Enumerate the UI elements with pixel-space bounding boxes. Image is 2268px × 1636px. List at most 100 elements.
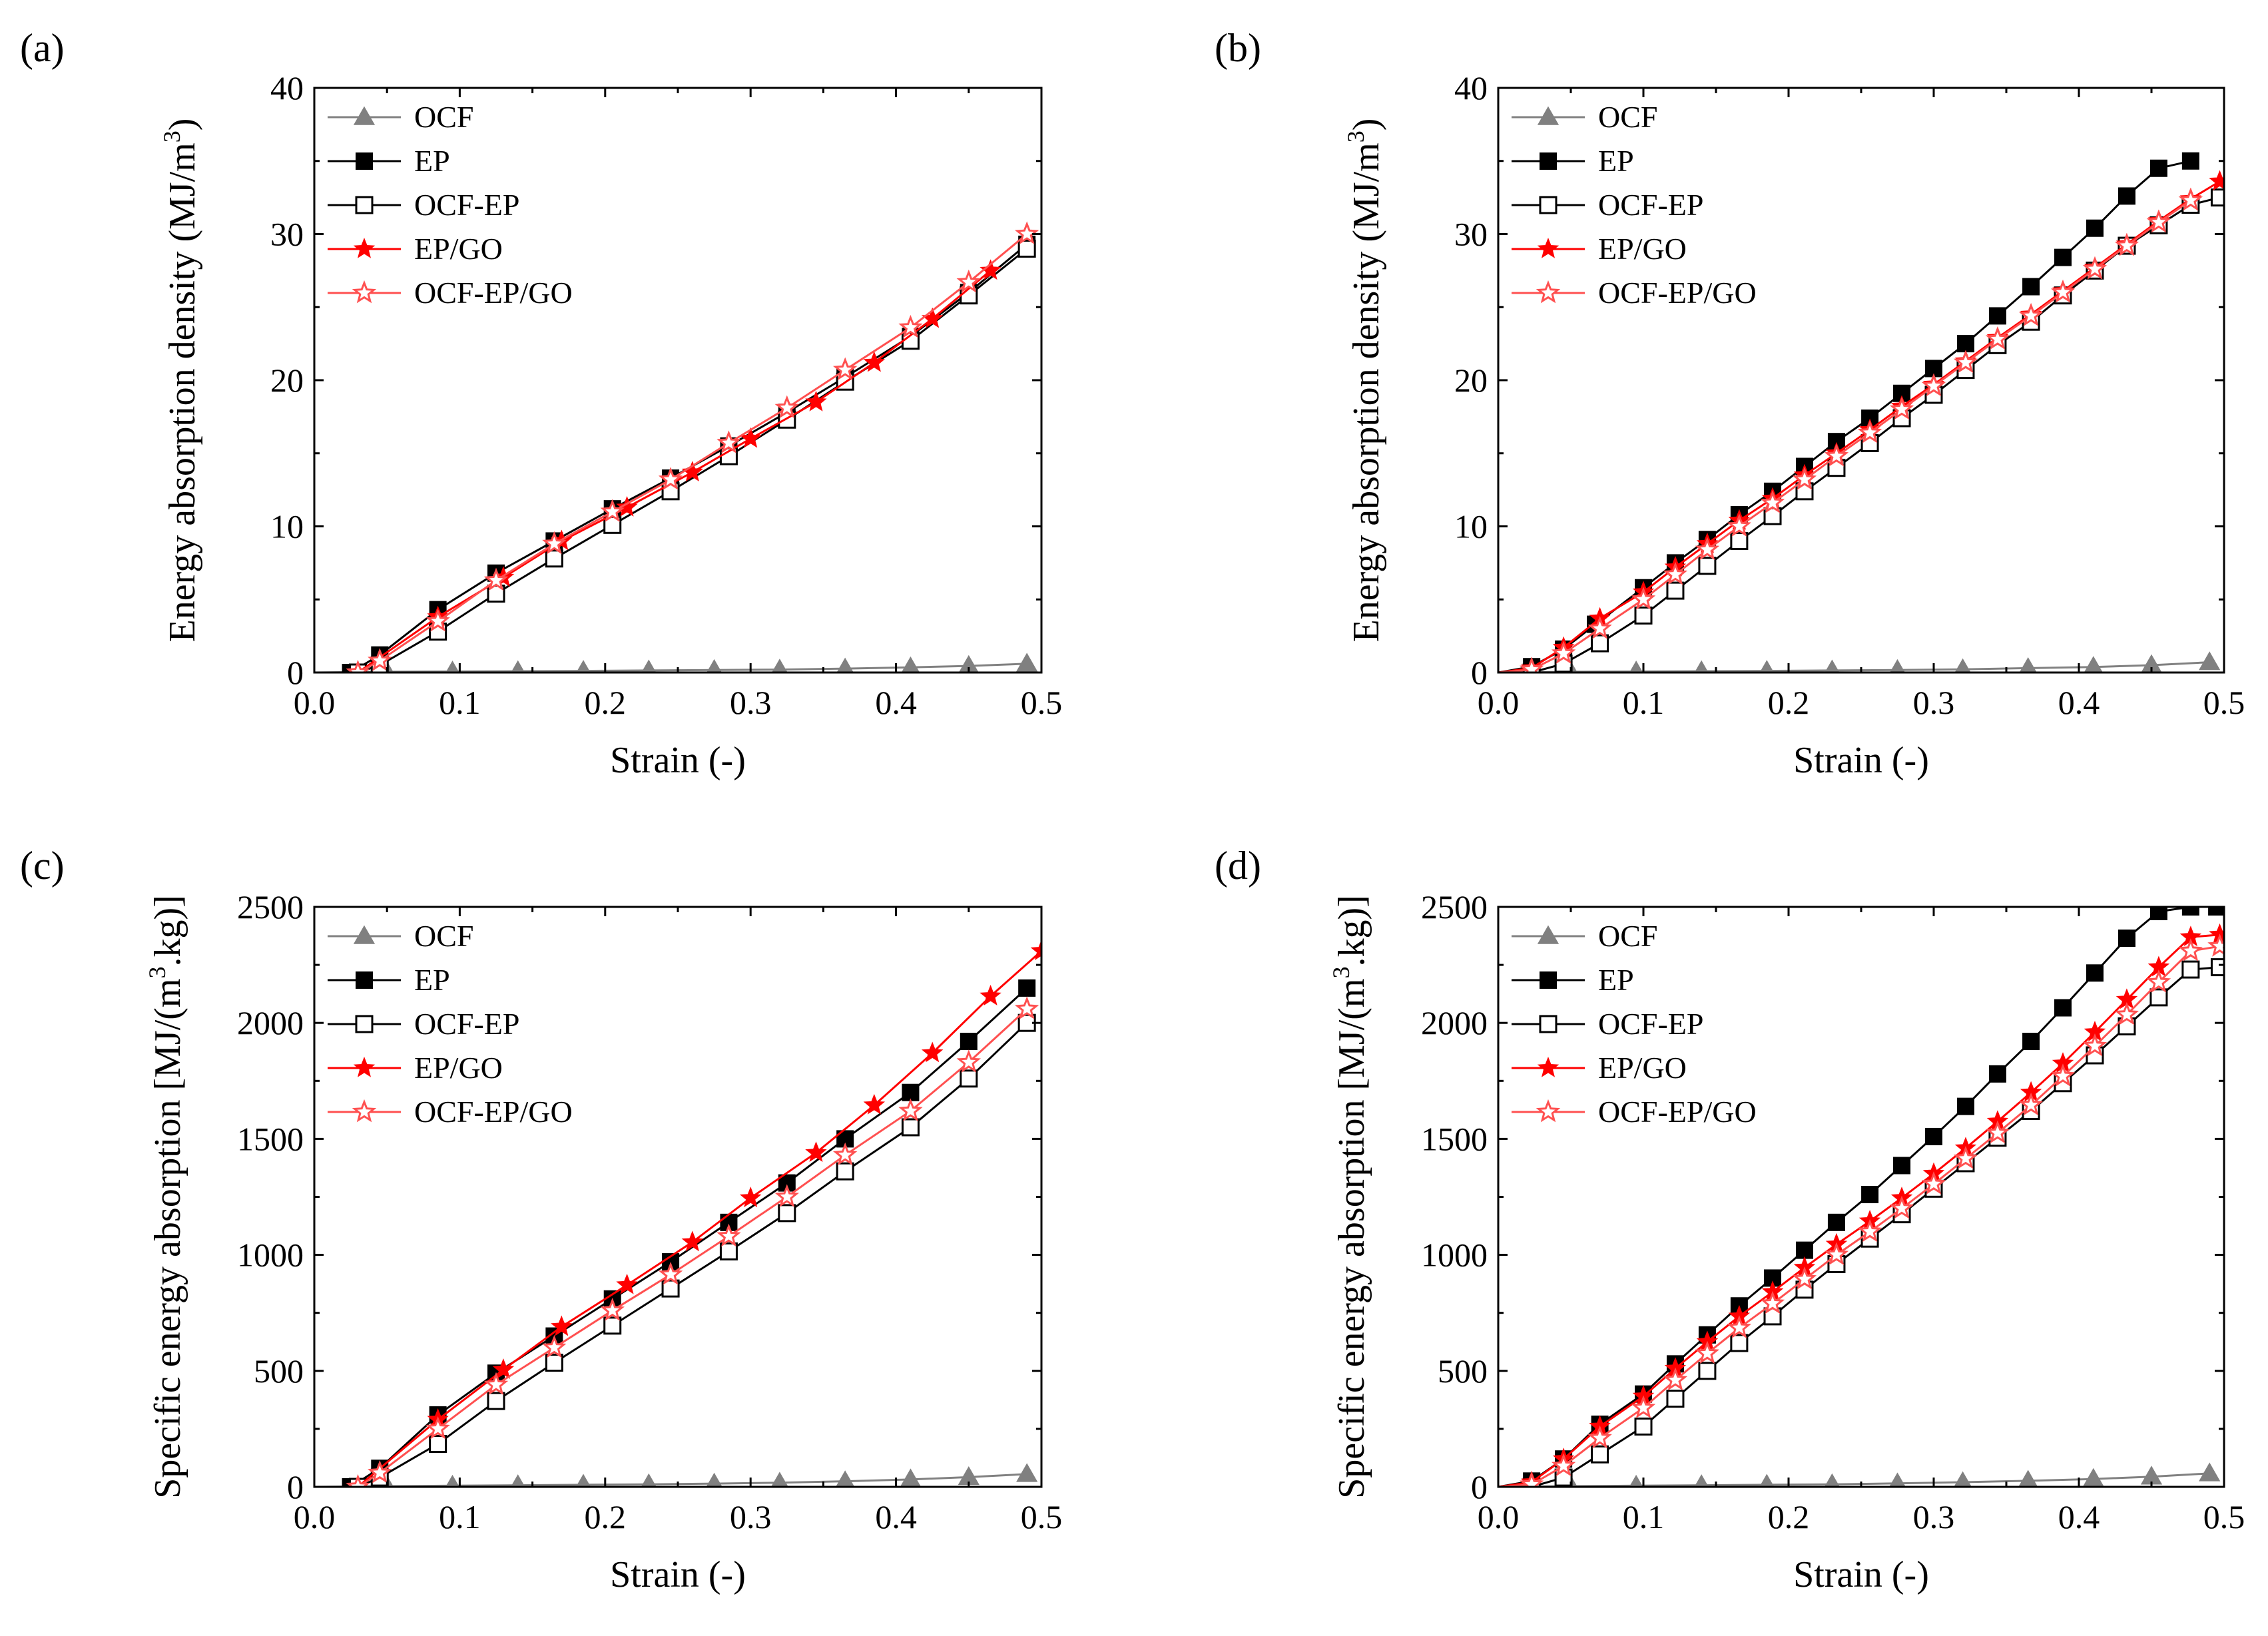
data-point <box>739 427 762 448</box>
data-point <box>1985 1120 2010 1144</box>
data-point <box>542 531 567 555</box>
data-point <box>616 495 638 517</box>
x-tick-label: 0.0 <box>1478 684 1520 721</box>
data-point <box>1698 557 1717 575</box>
data-point <box>2149 159 2167 177</box>
data-point <box>1759 660 1775 673</box>
data-point <box>2084 656 2103 673</box>
series-ocf-ep-go <box>1498 934 2224 1487</box>
data-point <box>2118 930 2135 948</box>
data-point <box>1694 1474 1709 1487</box>
data-point <box>2018 1470 2038 1487</box>
legend-label: OCF <box>414 919 473 953</box>
data-point <box>2019 657 2037 673</box>
panel-c: (c) 0.0 0.1 0.2 0.3 0.4 0.5 0 500 1000 1500 2000 250… <box>20 844 1062 1595</box>
y-axis-title-main: Energy absorption density (MJ/m <box>1346 142 1387 642</box>
x-axis-title: Strain (-) <box>610 740 746 781</box>
data-point <box>445 661 459 673</box>
data-point <box>1551 641 1576 664</box>
legend: OCF EP OCF-EP EP/GO OCF-EP/GO <box>328 100 573 310</box>
y-tick-label: 2000 <box>1421 1004 1488 1041</box>
data-point <box>1017 239 1036 258</box>
legend-marker <box>1537 925 1559 944</box>
data-point <box>2086 219 2104 237</box>
y-tick-label: 1000 <box>1421 1236 1488 1274</box>
y-tick-label: 20 <box>1454 362 1488 399</box>
data-point <box>1519 657 1544 673</box>
data-point <box>898 1098 923 1122</box>
legend-marker <box>353 237 376 258</box>
data-point <box>980 985 1001 1005</box>
legend-marker <box>352 280 377 304</box>
legend-label: OCF-EP <box>414 1007 519 1041</box>
legend-marker <box>1539 196 1558 214</box>
data-point <box>483 1372 509 1396</box>
panel-a: (a) 0.0 0.1 0.2 0.3 0.4 0.5 0 10 20 30 40 Strain (-)… <box>20 26 1062 781</box>
x-tick-label: 0.0 <box>294 684 336 721</box>
data-point <box>2210 188 2224 207</box>
data-point <box>346 1474 370 1487</box>
data-point <box>739 1187 762 1208</box>
data-point <box>774 395 800 419</box>
data-point <box>600 499 625 523</box>
x-tick-label: 0.2 <box>585 1498 627 1535</box>
data-point <box>1889 1195 1914 1219</box>
data-point <box>542 1334 567 1358</box>
series-ocf <box>314 653 1038 673</box>
data-point <box>1792 1266 1817 1290</box>
y-axis-title-sup: 3 <box>144 967 170 979</box>
series-line <box>314 663 1027 673</box>
data-point <box>832 357 858 381</box>
data-point <box>2022 1033 2040 1051</box>
data-point <box>1889 659 1906 673</box>
legend-label: OCF-EP/GO <box>1598 276 1757 310</box>
legend-marker <box>1537 1056 1559 1077</box>
data-point <box>1587 1425 1612 1449</box>
y-tick-label: 500 <box>254 1352 304 1390</box>
legend-label: OCF <box>1598 100 1657 134</box>
legend-marker <box>1540 971 1557 989</box>
data-point <box>429 1435 447 1454</box>
x-tick-label: 0.5 <box>2203 1498 2245 1535</box>
legend-label: EP <box>1598 963 1634 997</box>
data-point <box>1827 1213 1845 1231</box>
x-tick-label: 0.1 <box>1623 684 1665 721</box>
legend-label: EP <box>1598 144 1634 178</box>
data-point <box>1795 1241 1813 1259</box>
data-point <box>681 461 704 482</box>
data-point <box>1792 467 1817 490</box>
data-point <box>1954 658 1971 673</box>
y-axis-title: Specific energy absorption [MJ/(m3.kg)] <box>1328 895 1372 1499</box>
data-point <box>425 609 450 632</box>
data-point <box>901 656 920 673</box>
data-point <box>898 314 923 338</box>
x-tick-label: 0.4 <box>875 1498 917 1535</box>
data-point <box>1015 221 1039 244</box>
data-point <box>833 1142 858 1166</box>
data-point <box>2209 170 2224 191</box>
y-axis-title-main: Specific energy absorption [MJ/(m <box>1331 979 1372 1499</box>
data-point <box>368 648 392 671</box>
data-point <box>771 659 788 673</box>
x-tick-label: 0.2 <box>585 684 627 721</box>
legend-marker <box>1537 237 1559 258</box>
data-point <box>1666 581 1685 600</box>
data-point <box>902 1083 920 1101</box>
data-point <box>956 1049 982 1073</box>
y-tick-label: 2500 <box>237 888 304 926</box>
data-point <box>2199 651 2221 671</box>
data-point <box>1551 1453 1576 1477</box>
series-line <box>314 233 1028 673</box>
data-point <box>545 1354 563 1372</box>
data-point <box>487 1392 505 1410</box>
data-point <box>2178 187 2203 211</box>
data-point <box>956 269 982 293</box>
data-point <box>805 1141 827 1163</box>
data-point <box>1016 653 1038 672</box>
legend-label: OCF-EP/GO <box>414 276 573 310</box>
series-ocf <box>1498 1462 2221 1487</box>
data-point <box>641 659 657 673</box>
data-point <box>1730 1334 1749 1352</box>
data-point <box>445 1474 459 1487</box>
data-point <box>616 1273 638 1294</box>
